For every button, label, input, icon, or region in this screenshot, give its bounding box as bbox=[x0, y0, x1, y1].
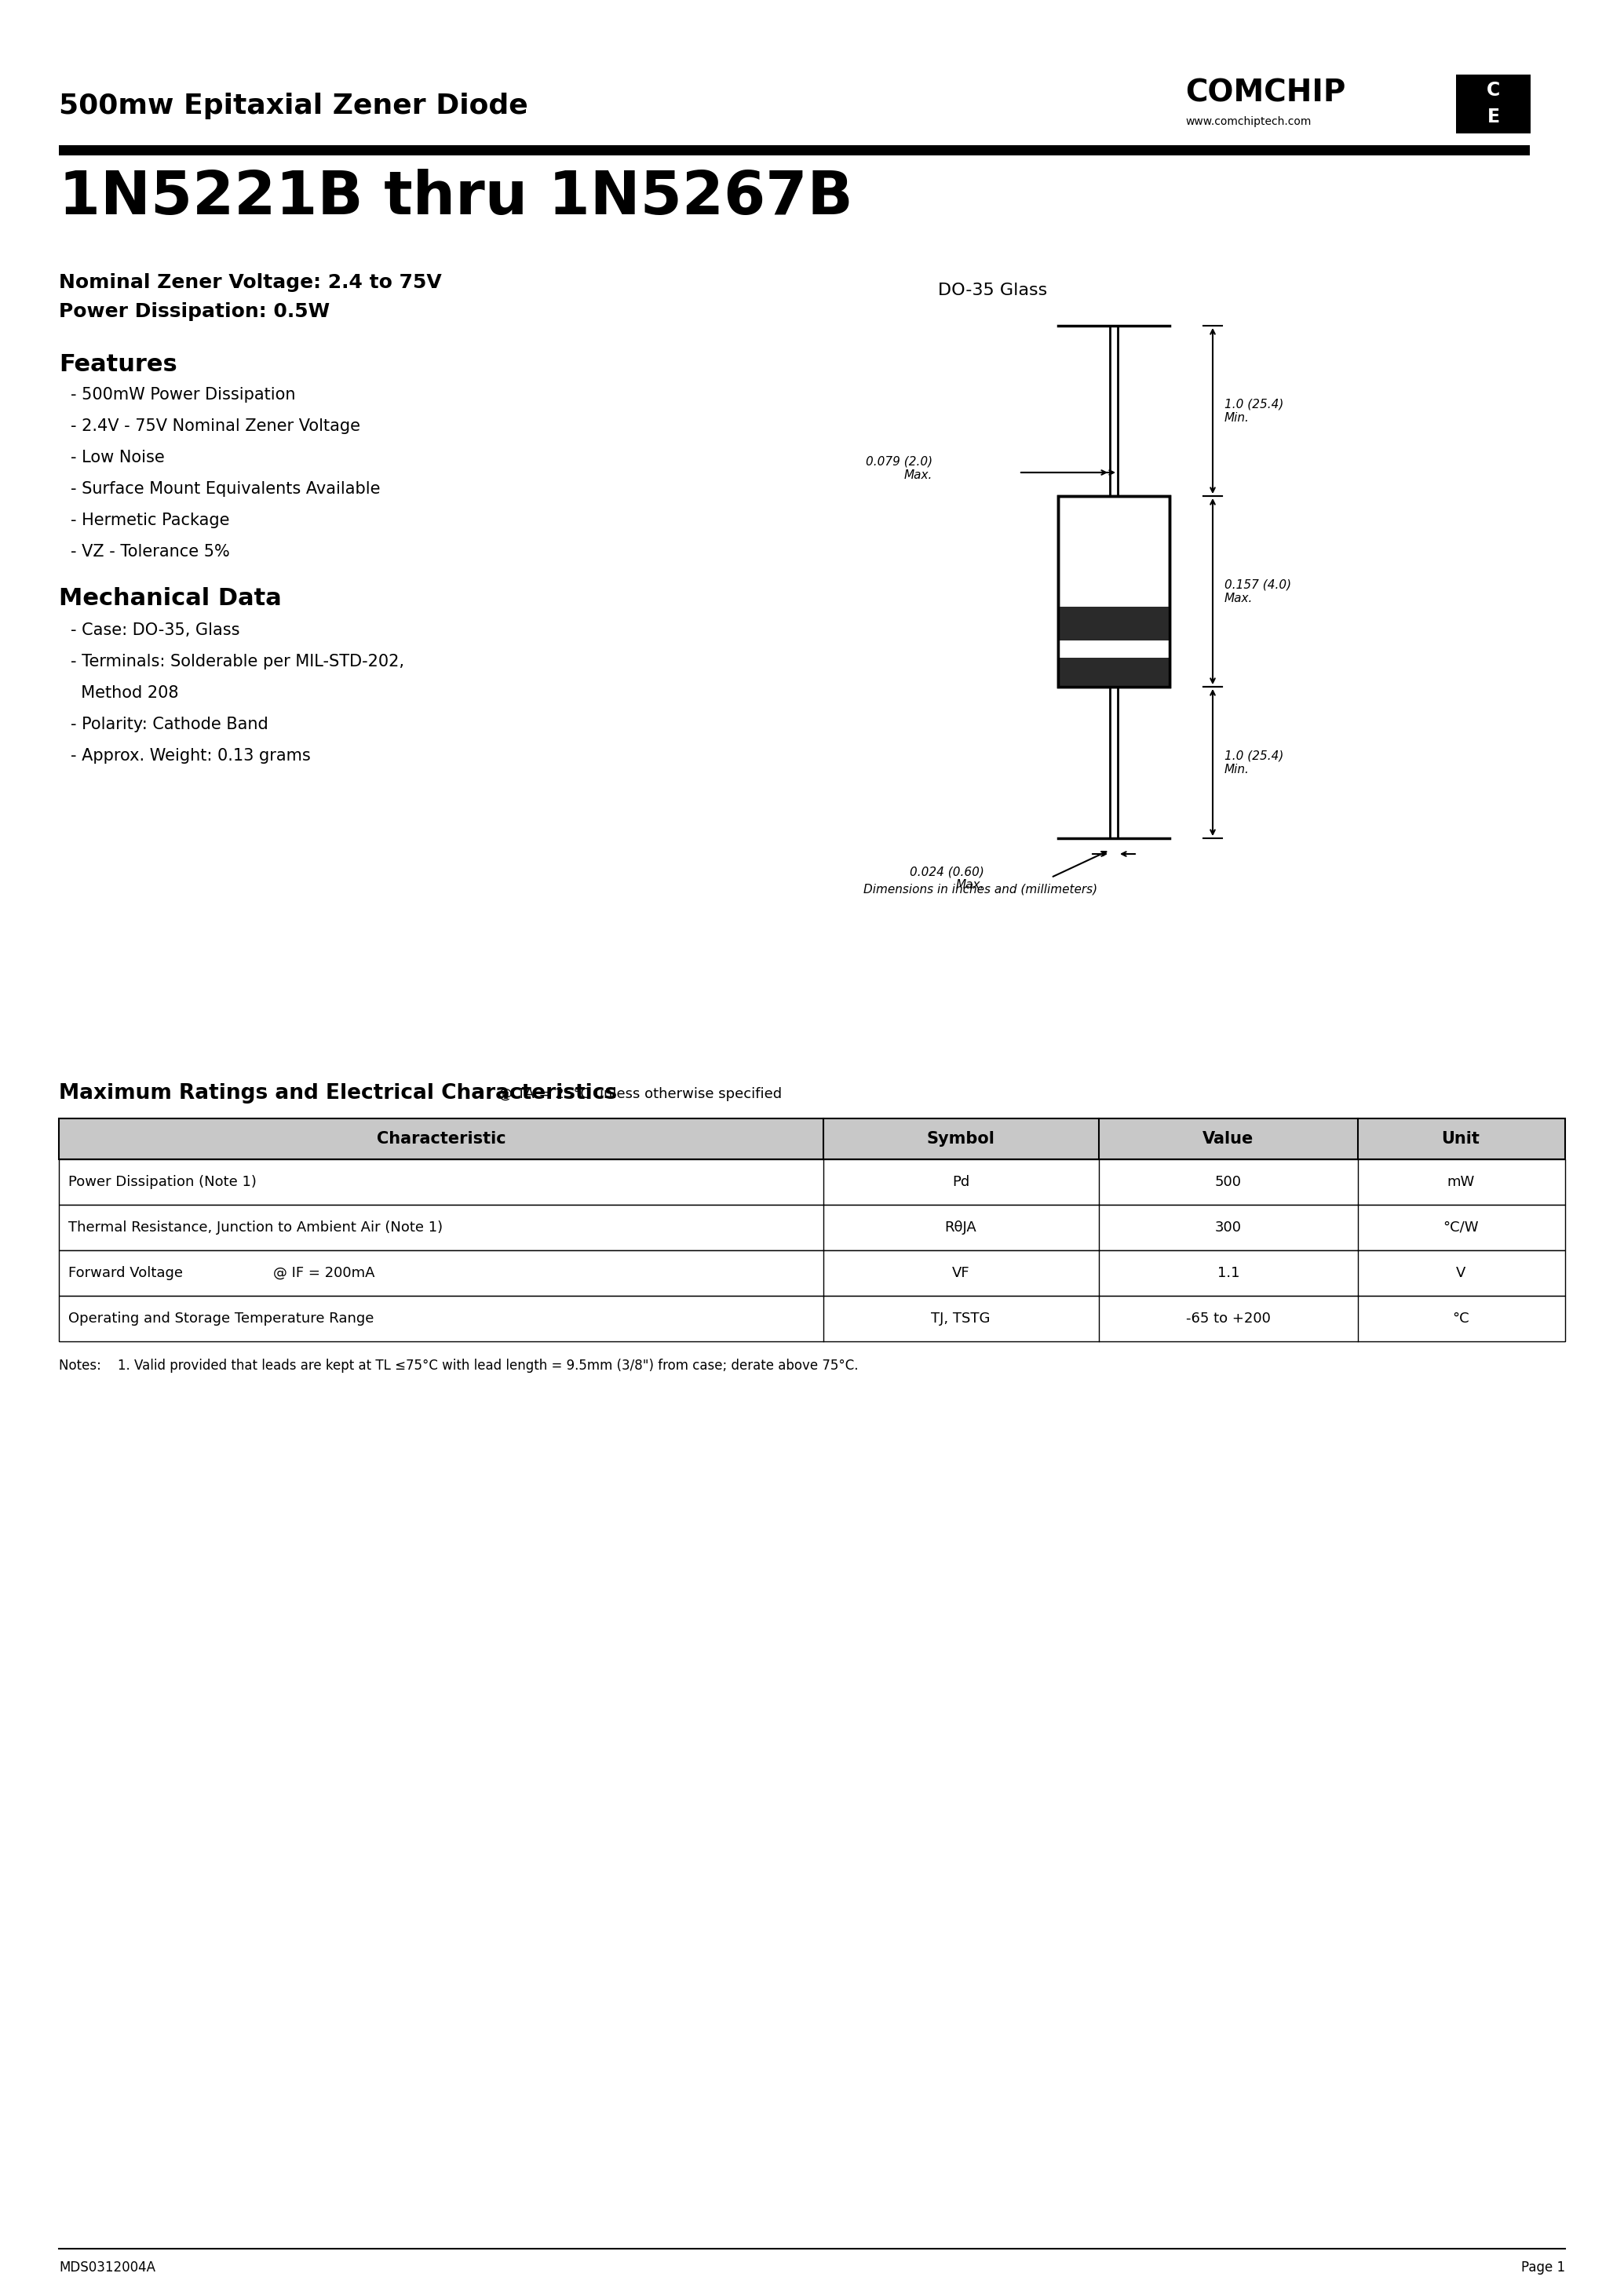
Text: Method 208: Method 208 bbox=[70, 686, 179, 700]
Text: °C: °C bbox=[1452, 1310, 1470, 1327]
Bar bbox=[58, 145, 1530, 156]
Text: Symbol: Symbol bbox=[927, 1131, 996, 1148]
Text: TJ, TSTG: TJ, TSTG bbox=[931, 1310, 991, 1327]
Text: - Polarity: Cathode Band: - Polarity: Cathode Band bbox=[70, 716, 268, 732]
Bar bbox=[1059, 496, 1169, 686]
Text: mW: mW bbox=[1447, 1175, 1475, 1189]
Text: Pd: Pd bbox=[952, 1175, 970, 1189]
Bar bbox=[58, 1297, 1566, 1340]
Text: Page 1: Page 1 bbox=[1522, 2261, 1566, 2274]
Text: Power Dissipation (Note 1): Power Dissipation (Note 1) bbox=[68, 1175, 257, 1189]
Bar bbox=[1059, 606, 1169, 686]
Text: - Surface Mount Equivalents Available: - Surface Mount Equivalents Available bbox=[70, 482, 380, 496]
Text: 1.0 (25.4)
Min.: 1.0 (25.4) Min. bbox=[1224, 397, 1283, 425]
Text: VF: VF bbox=[952, 1267, 970, 1281]
Text: Maximum Ratings and Electrical Characteristics: Maximum Ratings and Electrical Character… bbox=[58, 1083, 617, 1104]
Bar bbox=[1059, 496, 1169, 686]
Text: Dimensions in inches and (millimeters): Dimensions in inches and (millimeters) bbox=[864, 884, 1098, 895]
Bar bbox=[1457, 73, 1530, 133]
Text: Value: Value bbox=[1203, 1131, 1254, 1148]
Text: - Approx. Weight: 0.13 grams: - Approx. Weight: 0.13 grams bbox=[70, 748, 310, 764]
Text: Nominal Zener Voltage: 2.4 to 75V: Nominal Zener Voltage: 2.4 to 75V bbox=[58, 273, 442, 291]
Text: Features: Features bbox=[58, 353, 177, 376]
Bar bbox=[58, 1251, 1566, 1297]
Text: V: V bbox=[1455, 1267, 1465, 1281]
Bar bbox=[58, 1159, 1566, 1205]
Text: - Hermetic Package: - Hermetic Package bbox=[70, 512, 229, 528]
Text: RθJA: RθJA bbox=[945, 1221, 976, 1235]
Text: 1N5221B thru 1N5267B: 1N5221B thru 1N5267B bbox=[58, 170, 853, 227]
Text: 0.024 (0.60)
Max.: 0.024 (0.60) Max. bbox=[909, 865, 984, 890]
Text: Thermal Resistance, Junction to Ambient Air (Note 1): Thermal Resistance, Junction to Ambient … bbox=[68, 1221, 443, 1235]
Text: 500: 500 bbox=[1215, 1175, 1242, 1189]
Text: - Case: DO-35, Glass: - Case: DO-35, Glass bbox=[70, 622, 240, 638]
Text: 300: 300 bbox=[1215, 1221, 1242, 1235]
Text: E: E bbox=[1488, 108, 1499, 126]
Text: 1.1: 1.1 bbox=[1218, 1267, 1239, 1281]
Text: Notes:    1. Valid provided that leads are kept at TL ≤75°C with lead length = 9: Notes: 1. Valid provided that leads are … bbox=[58, 1359, 859, 1372]
Text: - 500mW Power Dissipation: - 500mW Power Dissipation bbox=[70, 388, 296, 402]
Text: Power Dissipation: 0.5W: Power Dissipation: 0.5W bbox=[58, 303, 330, 321]
Text: - 2.4V - 75V Nominal Zener Voltage: - 2.4V - 75V Nominal Zener Voltage bbox=[70, 418, 361, 434]
Text: -65 to +200: -65 to +200 bbox=[1186, 1310, 1270, 1327]
Bar bbox=[58, 1118, 1566, 1159]
Text: COMCHIP: COMCHIP bbox=[1186, 78, 1346, 108]
Text: Characteristic: Characteristic bbox=[377, 1131, 505, 1148]
Text: 0.157 (4.0)
Max.: 0.157 (4.0) Max. bbox=[1224, 578, 1291, 604]
Text: Mechanical Data: Mechanical Data bbox=[58, 588, 281, 610]
Text: - Low Noise: - Low Noise bbox=[70, 450, 164, 466]
Text: Unit: Unit bbox=[1442, 1131, 1479, 1148]
Text: - Terminals: Solderable per MIL-STD-202,: - Terminals: Solderable per MIL-STD-202, bbox=[70, 654, 404, 670]
Bar bbox=[58, 1205, 1566, 1251]
Text: 0.079 (2.0)
Max.: 0.079 (2.0) Max. bbox=[866, 457, 932, 482]
Text: Operating and Storage Temperature Range: Operating and Storage Temperature Range bbox=[68, 1310, 374, 1327]
Text: www.comchiptech.com: www.comchiptech.com bbox=[1186, 117, 1311, 126]
Bar bbox=[1059, 640, 1169, 659]
Text: 1.0 (25.4)
Min.: 1.0 (25.4) Min. bbox=[1224, 750, 1283, 776]
Text: DO-35 Glass: DO-35 Glass bbox=[939, 282, 1047, 298]
Text: @ TA = 25°C unless otherwise specified: @ TA = 25°C unless otherwise specified bbox=[499, 1088, 781, 1102]
Text: MDS0312004A: MDS0312004A bbox=[58, 2261, 156, 2274]
Text: °C/W: °C/W bbox=[1442, 1221, 1478, 1235]
Text: 500mw Epitaxial Zener Diode: 500mw Epitaxial Zener Diode bbox=[58, 92, 528, 119]
Text: - VZ - Tolerance 5%: - VZ - Tolerance 5% bbox=[70, 544, 229, 560]
Text: C: C bbox=[1486, 80, 1501, 99]
Text: Forward Voltage                    @ IF = 200mA: Forward Voltage @ IF = 200mA bbox=[68, 1267, 375, 1281]
